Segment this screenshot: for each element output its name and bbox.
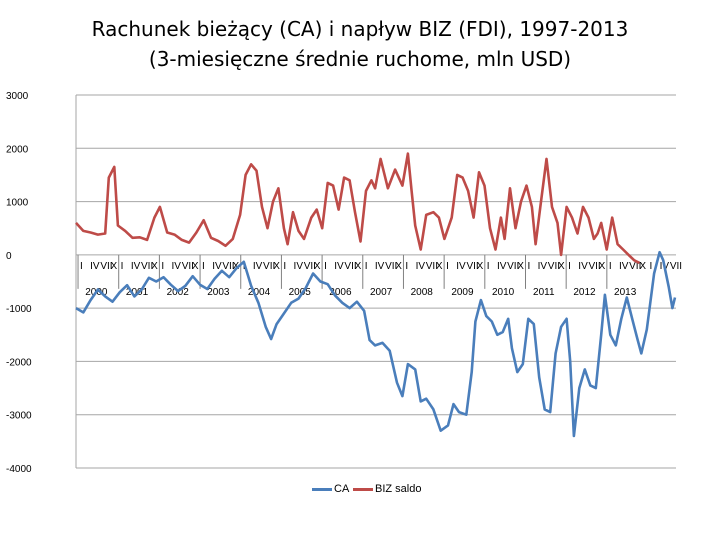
x-month-label: X xyxy=(111,261,118,272)
x-month-label: I xyxy=(324,261,327,272)
x-month-label: I xyxy=(161,261,164,272)
x-month-label: IV xyxy=(334,261,344,272)
x-month-label: I xyxy=(365,261,368,272)
x-month-label: X xyxy=(599,261,606,272)
chart-title: Rachunek bieżący (CA) i napływ BIZ (FDI)… xyxy=(0,14,720,74)
x-month-label: IV xyxy=(619,261,629,272)
x-month-label: IV xyxy=(375,261,385,272)
x-month-label: I xyxy=(446,261,449,272)
x-month-label: X xyxy=(273,261,280,272)
x-year-label: 2009 xyxy=(451,287,474,298)
x-month-label: I xyxy=(202,261,205,272)
x-month-label: VII xyxy=(426,261,438,272)
x-month-label: I xyxy=(609,261,612,272)
x-year-label: 2005 xyxy=(289,287,312,298)
x-month-label: IV xyxy=(538,261,548,272)
x-month-label: VII xyxy=(385,261,397,272)
x-month-label: VII xyxy=(182,261,194,272)
x-year-label: 2003 xyxy=(207,287,230,298)
y-tick-label: 0 xyxy=(6,251,12,262)
legend-item-biz: BIZ saldo xyxy=(353,483,421,495)
x-month-label: IV xyxy=(294,261,304,272)
x-year-label: 2008 xyxy=(411,287,434,298)
x-month-label: IV xyxy=(497,261,507,272)
chart-title-line1: Rachunek bieżący (CA) i napływ BIZ (FDI)… xyxy=(91,17,629,41)
series-line-biz xyxy=(75,152,641,265)
x-month-label: IV xyxy=(131,261,141,272)
x-month-label: X xyxy=(395,261,402,272)
y-tick-label: -4000 xyxy=(6,464,32,475)
series-line-ca xyxy=(75,250,677,438)
x-year-label: 2006 xyxy=(329,287,352,298)
x-month-label: X xyxy=(192,261,199,272)
x-month-label: VII xyxy=(670,261,682,272)
x-month-label: IV xyxy=(416,261,426,272)
x-month-label: I xyxy=(487,261,490,272)
x-month-label: VII xyxy=(100,261,112,272)
x-month-label: VII xyxy=(588,261,600,272)
x-month-label: I xyxy=(121,261,124,272)
x-month-label: X xyxy=(355,261,362,272)
x-month-label: VII xyxy=(222,261,234,272)
x-year-label: 2011 xyxy=(533,287,555,298)
x-month-label: I xyxy=(283,261,286,272)
legend-swatch-ca xyxy=(312,487,332,491)
y-tick-label: 2000 xyxy=(6,144,29,155)
y-tick-label: 1000 xyxy=(6,198,29,209)
x-month-label: VII xyxy=(304,261,316,272)
x-month-label: IV xyxy=(212,261,222,272)
x-month-label: I xyxy=(527,261,530,272)
x-month-label: VII xyxy=(507,261,519,272)
x-year-label: 2007 xyxy=(370,287,393,298)
legend-label-biz: BIZ saldo xyxy=(375,483,422,495)
x-month-label: IV xyxy=(456,261,466,272)
legend-label-ca: CA xyxy=(334,483,350,495)
x-month-label: IV xyxy=(578,261,588,272)
chart-title-line2: (3-miesięczne średnie ruchome, mln USD) xyxy=(148,47,572,71)
x-month-label: X xyxy=(436,261,443,272)
x-month-label: VII xyxy=(263,261,275,272)
y-tick-label: -2000 xyxy=(6,357,32,368)
x-year-label: 2013 xyxy=(614,287,637,298)
x-month-label: I xyxy=(405,261,408,272)
x-month-label: X xyxy=(314,261,321,272)
x-year-label: 2010 xyxy=(492,287,515,298)
x-month-label: X xyxy=(151,261,158,272)
x-month-label: I xyxy=(80,261,83,272)
x-month-label: VII xyxy=(466,261,478,272)
y-tick-label: -1000 xyxy=(6,304,32,315)
x-month-label: IV xyxy=(172,261,182,272)
x-month-label: VII xyxy=(629,261,641,272)
x-month-label: I xyxy=(568,261,571,272)
x-month-label: X xyxy=(233,261,240,272)
x-month-label: VII xyxy=(344,261,356,272)
x-month-label: VII xyxy=(141,261,153,272)
x-year-label: 2004 xyxy=(248,287,271,298)
x-month-label: VII xyxy=(548,261,560,272)
x-month-label: X xyxy=(558,261,565,272)
x-month-label: X xyxy=(517,261,524,272)
x-month-label: I xyxy=(649,261,652,272)
x-month-label: X xyxy=(477,261,484,272)
x-month-label: X xyxy=(639,261,646,272)
x-month-label: IV xyxy=(90,261,100,272)
x-month-label: IV xyxy=(253,261,263,272)
x-year-label: 2012 xyxy=(573,287,596,298)
legend-item-ca: CA xyxy=(312,483,349,495)
legend-swatch-biz xyxy=(353,487,373,491)
y-tick-label: -3000 xyxy=(6,411,32,422)
y-tick-label: 3000 xyxy=(6,91,29,102)
